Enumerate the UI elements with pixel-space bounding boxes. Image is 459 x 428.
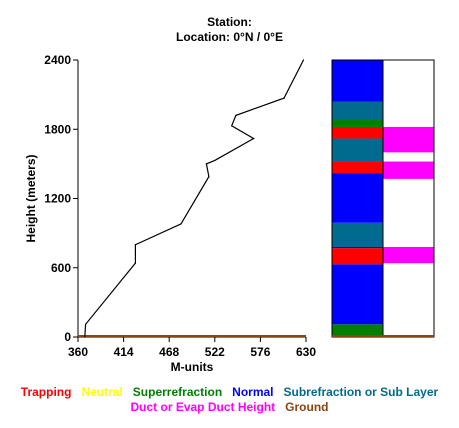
- profile-point: [84, 336, 86, 338]
- refraction-layer-band: [332, 138, 383, 162]
- duct-height-band: [383, 246, 434, 264]
- profile-point: [134, 244, 137, 246]
- profile-point: [134, 262, 137, 264]
- duct-height-band: [383, 161, 434, 179]
- refraction-layer-band: [332, 126, 383, 139]
- x-tick-label: 630: [296, 345, 316, 359]
- legend-item-subrefraction-or-sub-layer: Subrefraction or Sub Layer: [283, 385, 439, 399]
- legend-item-normal: Normal: [232, 385, 274, 399]
- profile-point: [283, 97, 285, 99]
- profile-point: [180, 223, 182, 225]
- refraction-layer-band: [332, 161, 383, 174]
- legend-item-trapping: Trapping: [20, 385, 72, 399]
- station-title: Station:: [207, 15, 252, 29]
- profile-point: [85, 323, 87, 325]
- refraction-layer-band: [332, 101, 383, 121]
- m-unit-profile-line: [84, 59, 305, 338]
- x-tick-label: 360: [68, 345, 88, 359]
- refraction-layer-band: [332, 248, 383, 265]
- profile-point: [231, 125, 233, 127]
- refraction-layer-band: [332, 264, 383, 325]
- x-axis-title: M-units: [171, 360, 214, 374]
- profile-point: [214, 159, 216, 162]
- refraction-layer-band: [332, 173, 383, 223]
- profile-point: [235, 114, 237, 116]
- legend-item-neutral: Neutral: [81, 385, 123, 399]
- y-tick-label: 1800: [44, 122, 71, 136]
- refraction-layer-band: [332, 60, 383, 102]
- legend-row-2: Duct or Evap Duct Height Ground: [0, 400, 459, 414]
- y-axis-title: Height (meters): [24, 154, 38, 242]
- y-tick-label: 600: [51, 261, 71, 275]
- y-tick-label: 0: [64, 330, 71, 344]
- profile-point: [302, 59, 305, 61]
- profile-point: [253, 137, 255, 140]
- duct-height-band: [383, 126, 434, 153]
- legend-item-duct-or-evap-duct-height: Duct or Evap Duct Height: [130, 400, 276, 414]
- legend-item-ground: Ground: [285, 400, 329, 414]
- refraction-layer-band: [332, 246, 383, 249]
- legend-row-1: Trapping Neutral Superrefraction Normal Subr…: [0, 385, 459, 399]
- x-tick-label: 468: [159, 345, 179, 359]
- refraction-layer-band: [332, 222, 383, 247]
- y-tick-label: 1200: [44, 192, 71, 206]
- location-title: Location: 0°N / 0°E: [176, 30, 283, 44]
- legend-item-superrefraction: Superrefraction: [132, 385, 223, 399]
- profile-point: [205, 163, 207, 165]
- refraction-layer-band: [332, 324, 383, 337]
- x-tick-label: 576: [250, 345, 270, 359]
- x-tick-label: 414: [114, 345, 134, 359]
- refraction-layer-band: [332, 120, 383, 127]
- profile-point: [208, 175, 210, 178]
- x-tick-label: 522: [205, 345, 225, 359]
- y-tick-label: 2400: [44, 53, 71, 67]
